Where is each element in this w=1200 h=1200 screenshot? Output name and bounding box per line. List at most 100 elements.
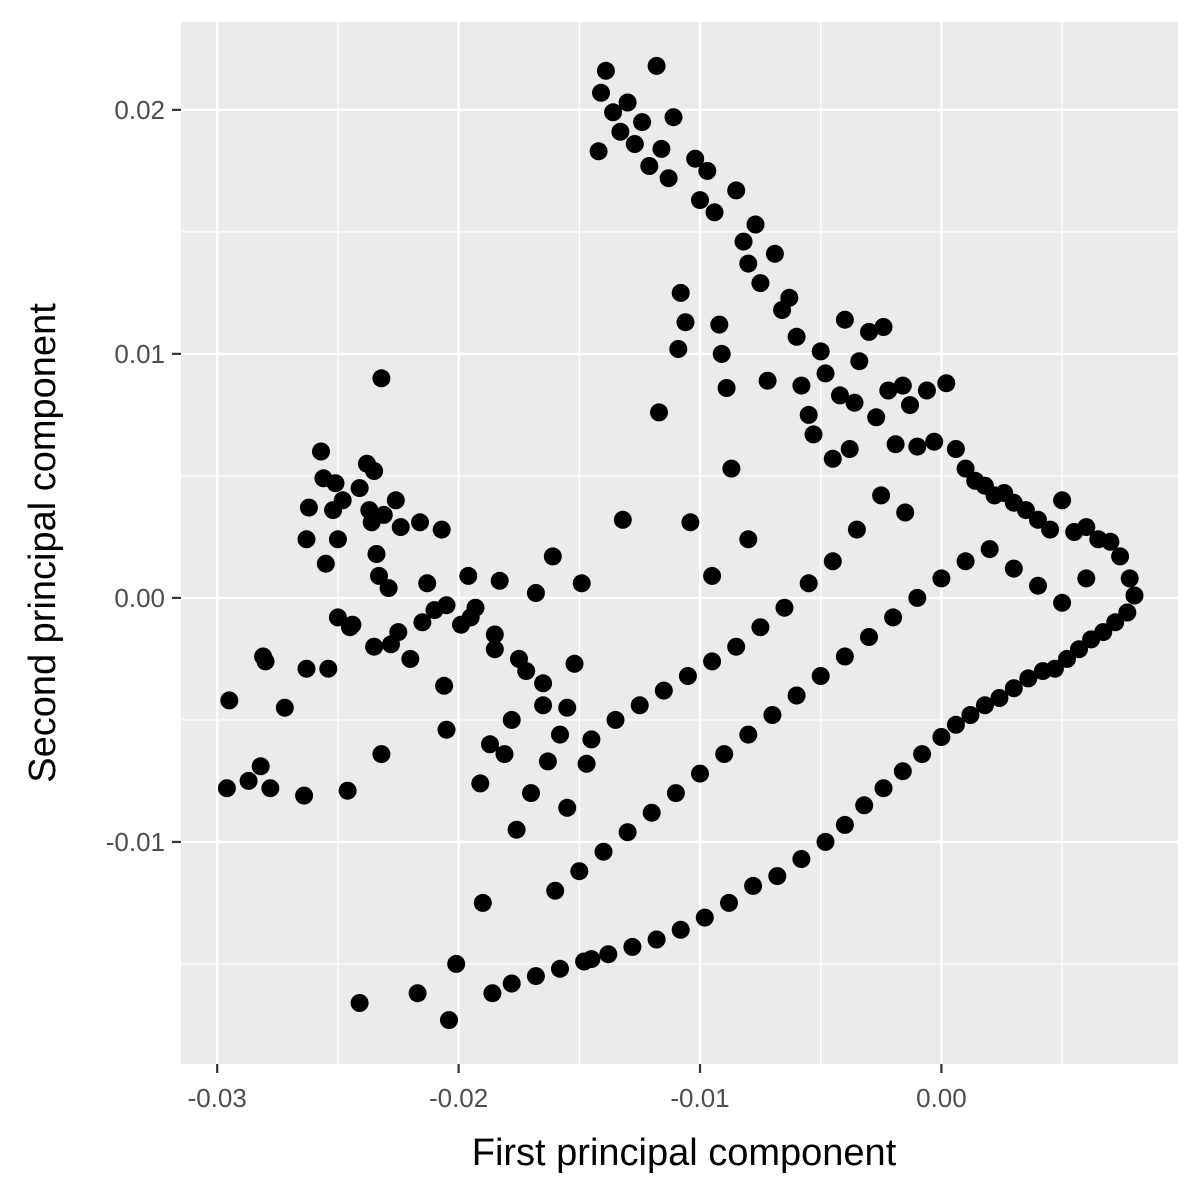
data-point — [592, 83, 610, 102]
data-point — [678, 667, 697, 685]
data-point — [365, 637, 384, 656]
data-point — [483, 984, 502, 1003]
data-point — [374, 505, 393, 524]
data-point — [647, 930, 666, 949]
data-point — [534, 674, 553, 693]
data-point — [604, 103, 623, 122]
data-point — [775, 598, 794, 617]
data-point — [811, 667, 830, 685]
data-point — [654, 681, 673, 700]
data-point — [787, 686, 806, 705]
axes: -0.03 -0.02 -0.01 0.00 -0.01 0.00 0.01 0.02 — [106, 95, 967, 1113]
data-point — [913, 745, 932, 764]
data-point — [485, 640, 504, 659]
data-point — [440, 1011, 458, 1030]
data-point — [333, 491, 352, 510]
data-point — [792, 850, 811, 868]
data-point — [630, 696, 649, 715]
data-point — [495, 745, 514, 764]
data-point — [1058, 649, 1076, 668]
data-point — [341, 618, 359, 637]
data-point — [1053, 491, 1072, 510]
data-points — [217, 56, 1144, 1030]
data-point — [705, 203, 724, 222]
data-point — [768, 867, 787, 886]
data-point — [765, 244, 784, 263]
data-point — [328, 530, 347, 549]
data-point — [744, 876, 763, 895]
data-point — [432, 520, 451, 539]
data-point — [372, 369, 391, 388]
data-point — [299, 498, 318, 517]
data-point — [589, 142, 608, 161]
data-point — [799, 405, 818, 424]
data-point — [886, 435, 905, 454]
data-point — [526, 967, 545, 986]
data-point — [946, 715, 965, 734]
data-point — [666, 784, 685, 803]
data-point — [338, 781, 357, 800]
data-point — [980, 540, 999, 559]
data-point — [565, 654, 584, 673]
data-point — [570, 862, 589, 881]
data-point — [261, 779, 280, 798]
data-point — [594, 842, 613, 861]
data-point — [546, 881, 565, 900]
data-point — [835, 310, 854, 329]
data-point — [917, 381, 936, 400]
data-point — [937, 374, 956, 393]
data-point — [896, 503, 915, 522]
data-point — [275, 698, 294, 717]
data-point — [408, 984, 427, 1003]
data-point — [860, 628, 878, 646]
data-point — [893, 762, 912, 781]
data-point — [1077, 569, 1096, 588]
data-point — [613, 510, 632, 529]
data-point — [379, 579, 398, 598]
data-point — [925, 432, 944, 451]
data-point — [975, 696, 994, 715]
data-point — [698, 161, 717, 180]
data-point — [625, 135, 644, 153]
data-point — [1106, 613, 1125, 632]
data-point — [1019, 669, 1038, 688]
data-point — [350, 479, 369, 498]
data-point — [1004, 559, 1023, 578]
data-point — [835, 647, 854, 666]
data-point — [370, 566, 388, 585]
data-point — [845, 393, 864, 412]
data-point — [956, 552, 975, 571]
data-point — [715, 745, 734, 764]
data-point — [879, 381, 898, 400]
data-point — [763, 706, 782, 724]
data-point — [411, 513, 429, 532]
data-point — [816, 364, 835, 383]
data-point — [799, 574, 818, 593]
data-point — [485, 625, 504, 644]
data-point — [1077, 518, 1096, 537]
x-tick-label: -0.01 — [670, 1083, 729, 1113]
data-point — [618, 823, 637, 842]
data-point — [872, 486, 891, 505]
data-point — [502, 710, 521, 729]
data-point — [712, 344, 731, 363]
data-point — [437, 596, 456, 615]
data-point — [372, 745, 391, 764]
y-tick-label: 0.00 — [114, 583, 165, 613]
data-point — [671, 283, 690, 302]
data-point — [823, 449, 842, 468]
data-point — [669, 340, 688, 358]
data-point — [727, 637, 746, 656]
y-axis-title: Second principal component — [22, 303, 64, 783]
data-point — [367, 545, 386, 563]
data-point — [874, 779, 893, 798]
data-point — [623, 937, 642, 956]
data-point — [558, 798, 577, 817]
data-point — [522, 784, 540, 803]
data-point — [297, 659, 316, 678]
data-point — [804, 425, 823, 444]
data-point — [413, 613, 432, 632]
data-point — [681, 513, 700, 532]
y-tick-label: 0.01 — [114, 339, 165, 369]
